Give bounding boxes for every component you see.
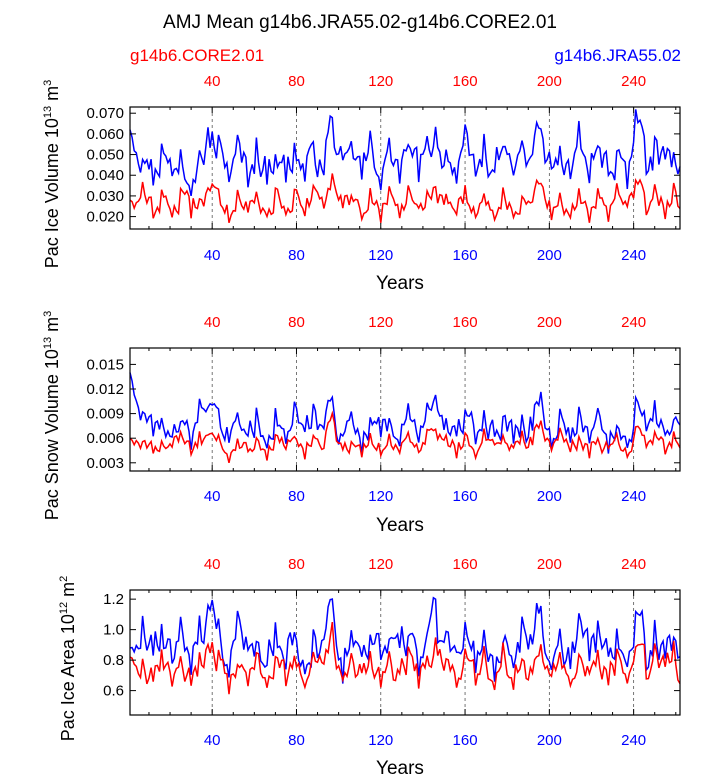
x-tick-label: 80 [288, 247, 305, 264]
y-tick-label: 0.040 [86, 167, 124, 184]
y-tick-label: 0.6 [103, 683, 124, 700]
x-tick-label: 240 [621, 488, 646, 505]
y-tick-label: 1.2 [103, 591, 124, 608]
x-tick-label-top: 80 [288, 73, 305, 90]
x-tick-label-top: 120 [368, 314, 393, 331]
x-tick-label: 120 [368, 247, 393, 264]
panel-2: 40 40 80 80 120 120 160 160 200 200 240 240 0.003 0.0… [42, 311, 681, 536]
plot-frame [129, 347, 681, 472]
y-tick-label: 0.015 [86, 356, 124, 373]
y-tick-label: 0.009 [86, 406, 124, 423]
y-axis-title: Pac Ice Area 1012 m2 [58, 576, 78, 741]
y-tick-label: 0.012 [86, 381, 124, 398]
x-tick-label-top: 40 [204, 556, 221, 573]
x-tick-label-top: 240 [621, 73, 646, 90]
series-line-core2 [129, 621, 681, 695]
chart-title: AMJ Mean g14b6.JRA55.02-g14b6.CORE2.01 [163, 12, 557, 33]
x-tick-label-top: 160 [453, 556, 478, 573]
x-tick-label: 40 [204, 247, 221, 264]
y-tick-label: 0.003 [86, 455, 124, 472]
y-tick-label: 0.050 [86, 147, 124, 164]
x-axis-title: Years [376, 758, 424, 775]
x-tick-label: 160 [453, 488, 478, 505]
y-axis-title: Pac Snow Volume 1013 m3 [42, 311, 62, 520]
y-tick-label: 0.070 [86, 105, 124, 122]
y-tick-label: 0.030 [86, 188, 124, 205]
x-tick-label-top: 40 [204, 314, 221, 331]
x-tick-label: 240 [621, 732, 646, 749]
x-tick-label: 160 [453, 247, 478, 264]
y-tick-label: 0.020 [86, 209, 124, 226]
x-tick-label: 200 [537, 247, 562, 264]
panel-3: 40 40 80 80 120 120 160 160 200 200 240 240 0.6 0.8 1.… [58, 556, 681, 775]
x-tick-label-top: 160 [453, 314, 478, 331]
x-tick-label-top: 240 [621, 556, 646, 573]
series-line-jra55 [129, 372, 681, 455]
y-axis-title: Pac Ice Volume 1013 m3 [42, 80, 62, 268]
x-tick-label: 120 [368, 732, 393, 749]
x-axis-title: Years [376, 273, 424, 294]
plot-frame [129, 589, 681, 716]
panel-1: 40 40 80 80 120 120 160 160 200 200 240 240 0.020 0.0… [42, 73, 681, 294]
x-tick-label: 80 [288, 488, 305, 505]
x-tick-label-top: 200 [537, 73, 562, 90]
x-tick-label: 160 [453, 732, 478, 749]
legend-right-label: g14b6.JRA55.02 [554, 46, 681, 65]
series-line-core2 [129, 173, 681, 223]
series-line-core2 [129, 410, 681, 463]
x-tick-label: 240 [621, 247, 646, 264]
x-tick-label-top: 160 [453, 73, 478, 90]
x-tick-label-top: 120 [368, 556, 393, 573]
x-tick-label-top: 200 [537, 556, 562, 573]
y-tick-label: 1.0 [103, 622, 124, 639]
x-tick-label: 40 [204, 488, 221, 505]
x-tick-label-top: 120 [368, 73, 393, 90]
legend-left-label: g14b6.CORE2.01 [130, 46, 264, 65]
series-line-jra55 [129, 109, 681, 197]
x-tick-label: 200 [537, 732, 562, 749]
x-tick-label: 200 [537, 488, 562, 505]
x-tick-label-top: 40 [204, 73, 221, 90]
plot-frame [129, 106, 681, 230]
series-line-jra55 [129, 596, 681, 684]
x-tick-label: 40 [204, 732, 221, 749]
x-tick-label-top: 200 [537, 314, 562, 331]
panels: 40 40 80 80 120 120 160 160 200 200 240 240 0.020 0.0… [42, 73, 681, 775]
y-tick-label: 0.8 [103, 652, 124, 669]
y-tick-label: 0.060 [86, 126, 124, 143]
x-tick-label-top: 80 [288, 314, 305, 331]
x-axis-title: Years [376, 515, 424, 536]
y-tick-label: 0.006 [86, 430, 124, 447]
x-tick-label: 120 [368, 488, 393, 505]
x-tick-label: 80 [288, 732, 305, 749]
x-tick-label-top: 240 [621, 314, 646, 331]
x-tick-label-top: 80 [288, 556, 305, 573]
